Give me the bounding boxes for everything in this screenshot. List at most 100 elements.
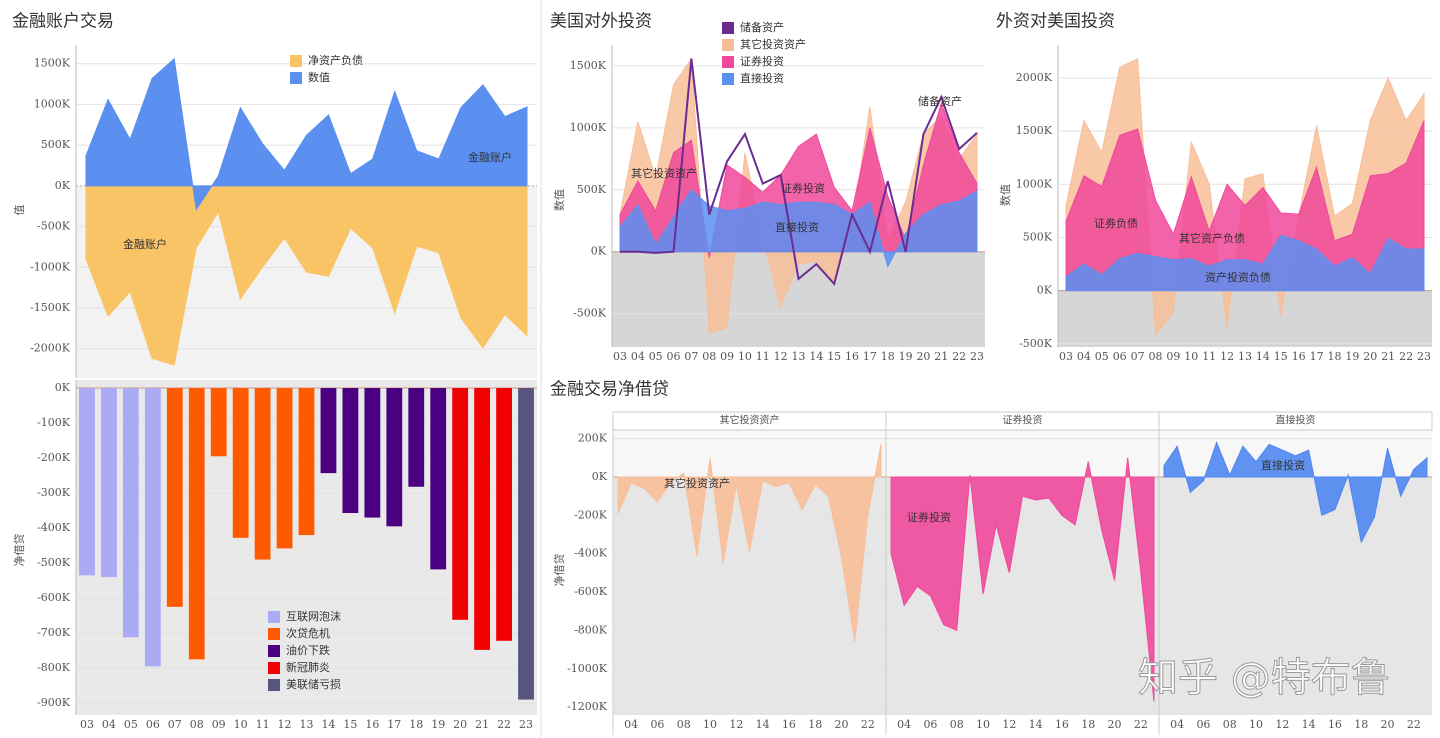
y-tick-label: -1000K [567,662,608,675]
y-tick-label: 1500K [570,59,607,72]
y-tick-label: -400K [37,521,71,534]
bar [496,388,512,641]
legend-label: 直接投资 [740,71,784,85]
x-tick-label: 11 [756,350,770,363]
x-tick-label: 23 [970,350,984,363]
bar [474,388,491,650]
y-tick-label: -200K [37,451,71,464]
x-tick-label: 14 [321,718,335,731]
y-axis-label: 数值 [999,184,1012,206]
y-tick-label: 500K [577,183,607,196]
y-tick-label: -200K [574,508,608,521]
x-tick-label: 10 [976,718,990,731]
bar [79,388,95,576]
x-tick-label: 15 [1274,350,1288,363]
x-tick-label: 20 [835,718,849,731]
x-tick-label: 06 [650,718,664,731]
y-tick-label: 1500K [34,57,71,70]
x-tick-label: 04 [624,718,638,731]
x-tick-label: 10 [1249,718,1263,731]
plot-area [76,380,537,389]
x-tick-label: 13 [300,718,314,731]
bar [518,388,534,700]
x-tick-label: 10 [703,718,717,731]
annotation: 直接投资 [1261,458,1305,472]
x-tick-label: 08 [190,718,204,731]
x-tick-label: 21 [1381,350,1395,363]
y-tick-label: 0K [1037,284,1053,297]
x-tick-label: 18 [1328,350,1342,363]
area [85,185,528,366]
x-tick-label: 23 [1417,350,1431,363]
watermark: 知乎 @特布鲁 [1138,655,1391,701]
chart-title: 美国对外投资 [550,12,652,32]
area [1163,441,1428,544]
x-tick-label: 06 [923,718,937,731]
x-tick-label: 03 [80,718,94,731]
line [620,58,978,286]
x-tick-label: 09 [720,350,734,363]
y-axis-label: 值 [13,205,26,216]
y-tick-label: -400K [574,547,608,560]
legend-swatch [268,662,280,674]
x-tick-label: 20 [1108,718,1122,731]
x-tick-label: 14 [1029,718,1043,731]
x-tick-label: 04 [631,350,645,363]
x-tick-label: 18 [881,350,895,363]
annotation: 资产投资负债 [1205,270,1271,284]
x-tick-label: 08 [1149,350,1163,363]
x-tick-label: 17 [863,350,877,363]
x-tick-label: 09 [212,718,226,731]
y-axis-label: 数值 [553,189,566,211]
annotation: 储备资产 [918,94,962,108]
chart-title: 金融账户交易 [12,12,114,32]
legend-label: 次贷危机 [286,626,330,640]
y-tick-label: 200K [578,432,608,445]
area [1065,234,1425,292]
x-tick-label: 22 [861,718,875,731]
y-axis-label: 净借贷 [552,554,566,587]
bar [188,388,205,660]
legend-label: 其它投资资产 [740,37,806,51]
x-tick-label: 16 [1328,718,1342,731]
x-tick-label: 06 [1113,350,1127,363]
x-tick-label: 05 [649,350,663,363]
bar [298,388,315,536]
y-tick-label: -900K [37,696,71,709]
x-tick-label: 04 [1077,350,1091,363]
y-tick-label: 2000K [1016,71,1053,84]
x-tick-label: 08 [677,718,691,731]
x-tick-label: 13 [792,350,806,363]
annotation: 其它投资资产 [664,476,730,490]
x-tick-label: 14 [1256,350,1270,363]
x-tick-label: 06 [667,350,681,363]
x-tick-label: 06 [1196,718,1210,731]
legend-label: 油价下跌 [286,643,330,657]
y-tick-label: -300K [37,486,71,499]
legend-label: 数值 [308,71,330,84]
legend-swatch [268,611,280,623]
x-tick-label: 12 [1220,350,1234,363]
x-tick-label: 17 [1310,350,1324,363]
y-tick-label: -600K [574,585,608,598]
bar [364,388,381,518]
x-tick-label: 22 [1407,718,1421,731]
y-tick-label: -800K [574,623,608,636]
x-tick-label: 16 [365,718,379,731]
x-tick-label: 20 [453,718,467,731]
facet-title: 直接投资 [1276,414,1316,427]
bar [144,388,161,667]
bar [232,388,249,538]
area [1065,120,1425,292]
x-tick-label: 05 [1095,350,1109,363]
x-tick-label: 04 [1170,718,1184,731]
x-tick-label: 20 [916,350,930,363]
x-tick-label: 04 [897,718,911,731]
legend-label: 新冠肺炎 [286,660,330,674]
x-tick-label: 18 [1081,718,1095,731]
x-tick-label: 12 [1275,718,1289,731]
y-tick-label: -800K [37,661,71,674]
x-tick-label: 05 [124,718,138,731]
annotation: 证券投资 [781,181,825,195]
